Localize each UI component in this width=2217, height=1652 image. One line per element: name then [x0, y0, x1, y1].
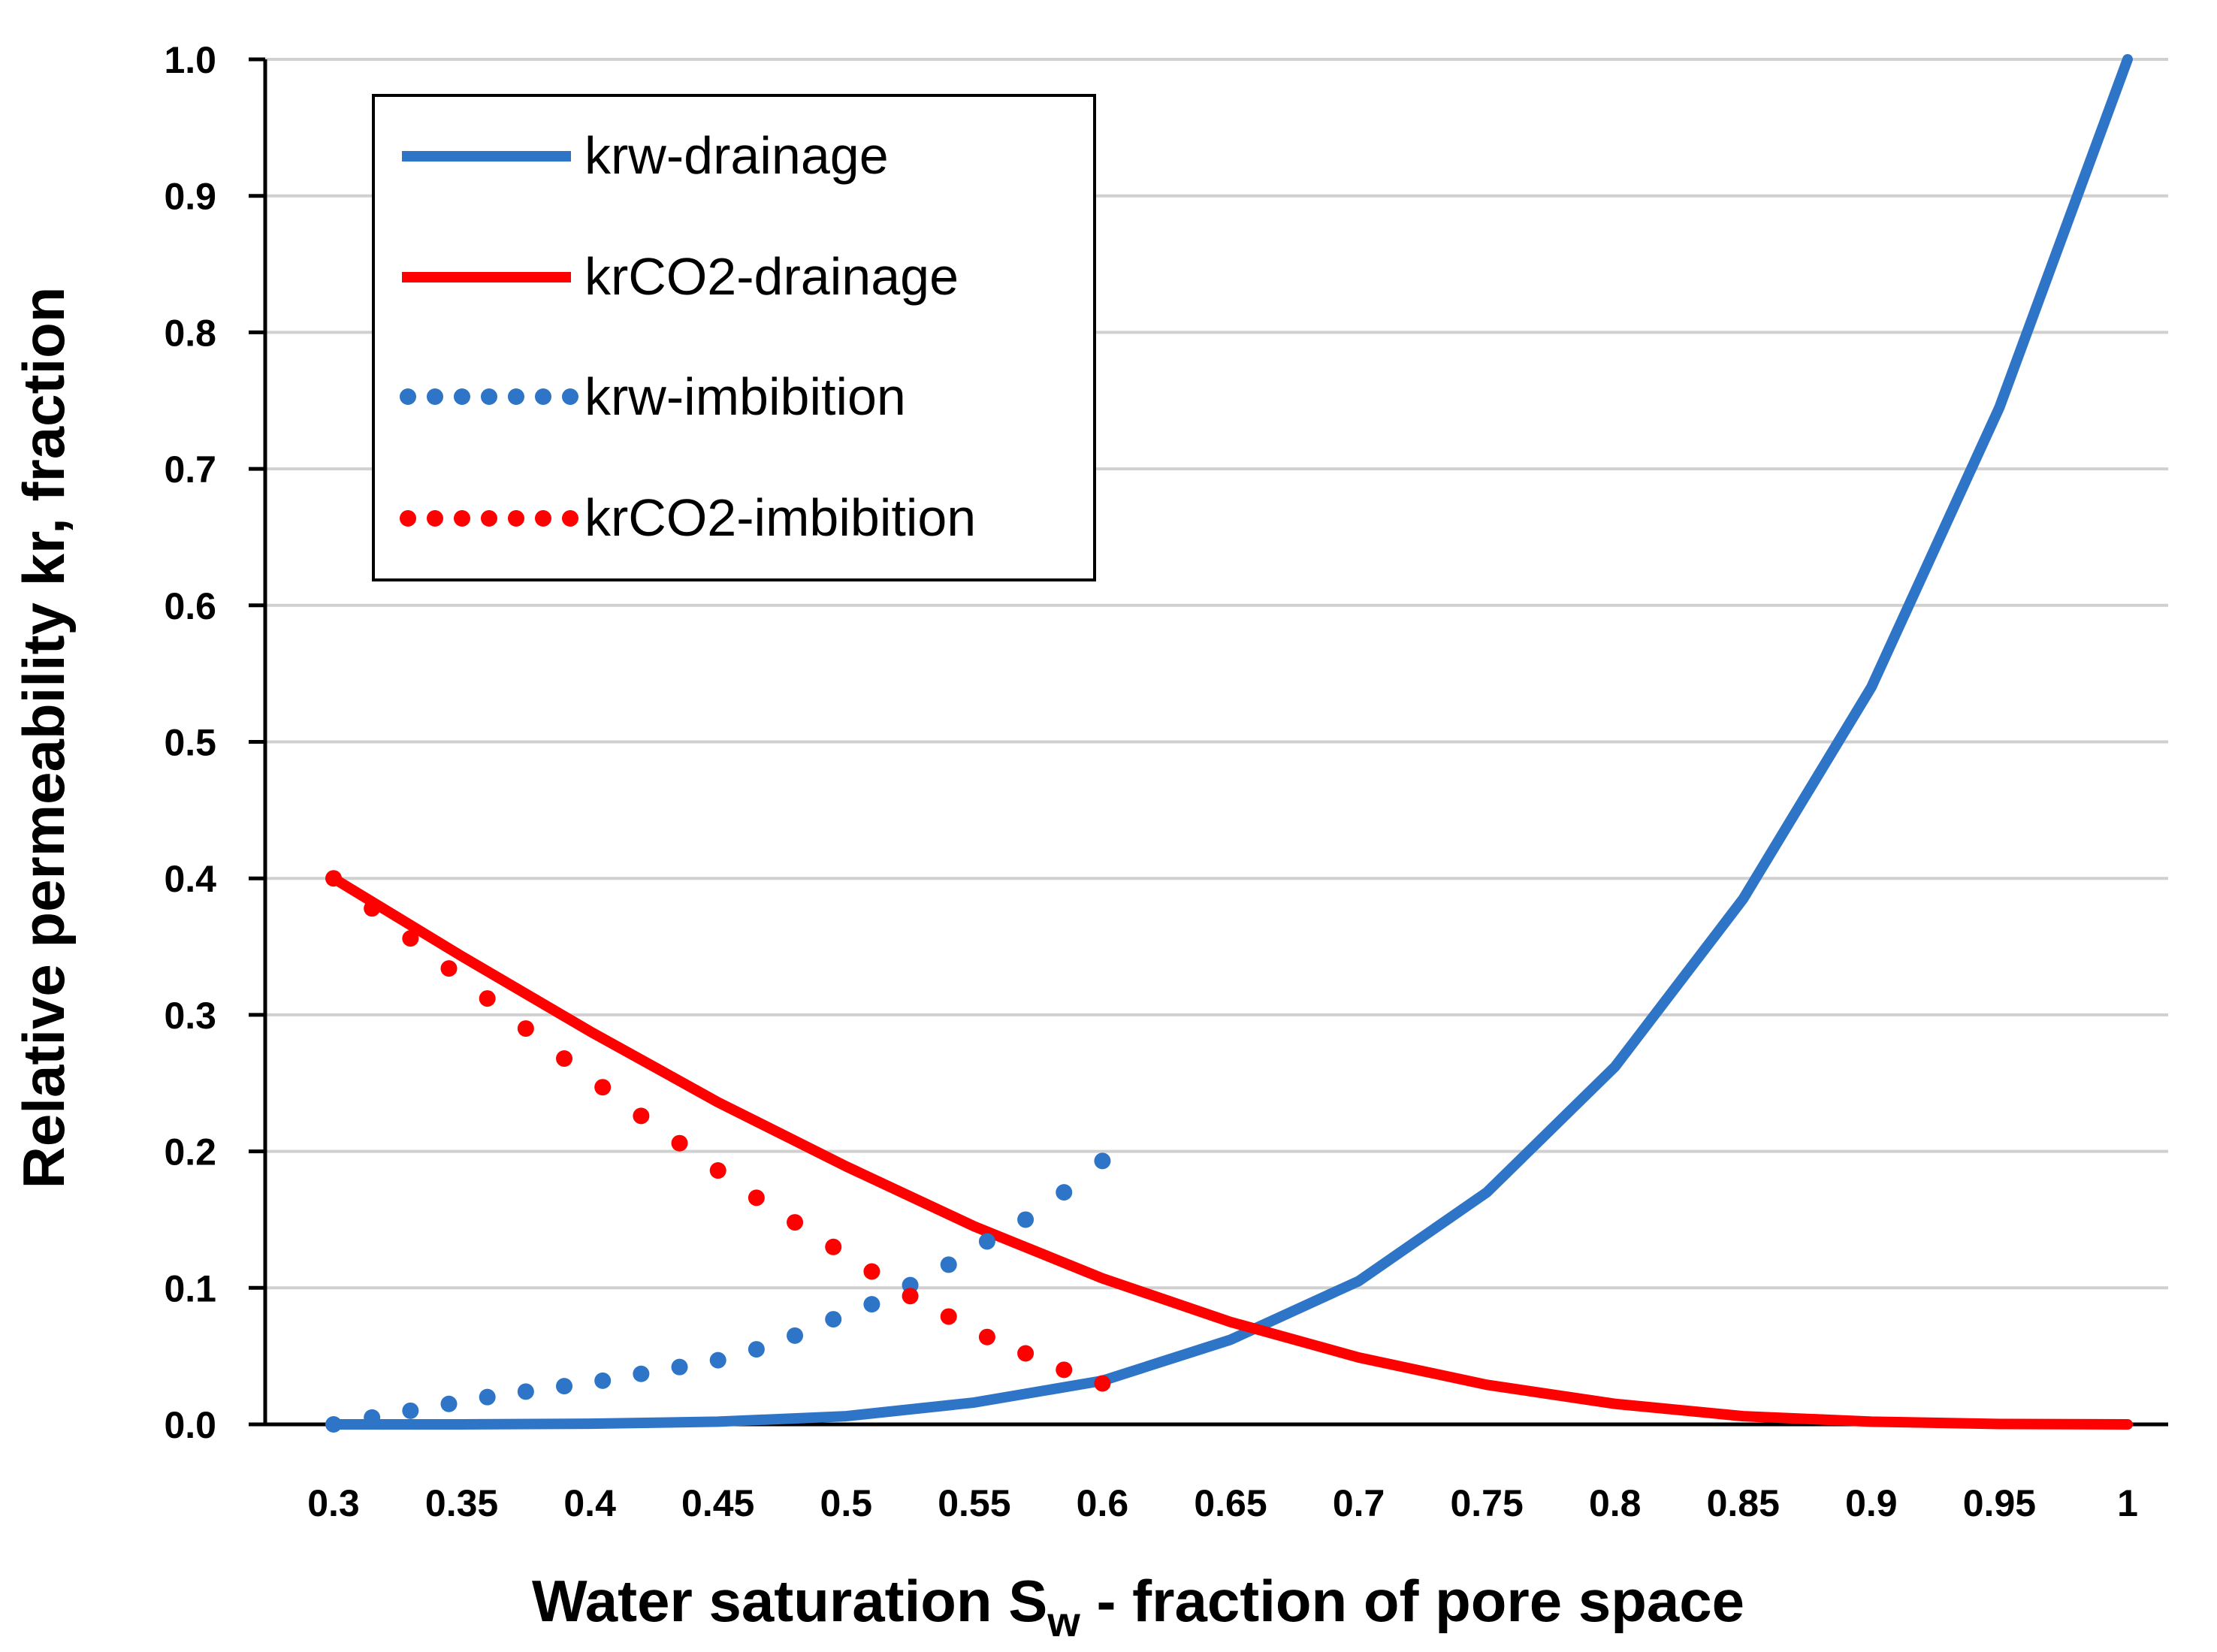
legend-entry-krw-imbibition: krw-imbibition: [400, 367, 906, 426]
point-krw-imbibition-12: [787, 1327, 804, 1344]
x-tick-label-0-45: 0.45: [681, 1482, 754, 1524]
y-tick-label-0-9: 0.9: [164, 176, 216, 218]
point-krw-imbibition-18: [1017, 1211, 1034, 1228]
x-tick-label-1: 1: [2117, 1482, 2138, 1524]
y-tick-label-0-5: 0.5: [164, 722, 216, 764]
point-krco2-imbibition-20: [1094, 1375, 1111, 1392]
y-tick-label-0-3: 0.3: [164, 995, 216, 1037]
y-axis-title: Relative permeability kr, fraction: [11, 287, 77, 1189]
point-krco2-imbibition-17: [978, 1328, 995, 1345]
x-axis-title-rest: - fraction of pore space: [1080, 1568, 1744, 1634]
point-krco2-imbibition-2: [402, 930, 419, 947]
legend-entry-krco2-drainage: krCO2-drainage: [402, 247, 959, 306]
series-line-krco2-drainage: [328, 873, 2133, 1430]
point-krco2-imbibition-19: [1056, 1361, 1073, 1379]
x-tick-label-0-65: 0.65: [1194, 1482, 1267, 1524]
y-tick-label-0-4: 0.4: [164, 858, 216, 900]
series-krco2-imbibition: [325, 870, 1111, 1392]
point-krco2-imbibition-16: [940, 1308, 957, 1325]
point-krco2-imbibition-7: [594, 1079, 612, 1096]
legend: krw-drainage krCO2-drainage krw-imbibiti…: [372, 94, 1096, 581]
point-krco2-imbibition-5: [517, 1020, 534, 1037]
x-tick-labels: 0.3 0.35 0.4 0.45 0.5 0.55 0.6 0.65 0.7 0.75 0.8 0.…: [307, 1482, 2138, 1524]
point-krco2-imbibition-12: [787, 1214, 804, 1231]
point-krw-imbibition-1: [364, 1409, 381, 1426]
point-krw-imbibition-16: [940, 1256, 957, 1273]
x-tick-label-0-8: 0.8: [1589, 1482, 1642, 1524]
point-krco2-imbibition-13: [825, 1238, 842, 1255]
y-tick-label-0-8: 0.8: [164, 312, 216, 354]
y-tick-labels: 0.0 0.1 0.2 0.3 0.4 0.5 0.6 0.7 0.8 0.9 1.0: [164, 39, 216, 1446]
point-krco2-imbibition-1: [364, 900, 381, 917]
point-krw-imbibition-2: [402, 1402, 419, 1419]
point-krco2-imbibition-14: [863, 1263, 880, 1280]
point-krw-imbibition-6: [556, 1378, 573, 1395]
point-krw-imbibition-14: [863, 1296, 880, 1313]
x-tick-label-0-9: 0.9: [1845, 1482, 1898, 1524]
point-krco2-imbibition-8: [633, 1107, 650, 1125]
legend-box: [372, 94, 1096, 581]
point-krw-imbibition-0: [325, 1416, 342, 1433]
point-krco2-imbibition-3: [440, 960, 458, 977]
legend-entry-krco2-imbibition: krCO2-imbibition: [400, 488, 976, 547]
legend-label-krco2-drainage: krCO2-drainage: [584, 247, 959, 306]
y-tick-label-0-0: 0.0: [164, 1404, 216, 1446]
point-krw-imbibition-10: [709, 1351, 726, 1369]
x-tick-label-0-4: 0.4: [563, 1482, 616, 1524]
x-tick-label-0-75: 0.75: [1450, 1482, 1523, 1524]
x-axis-title: Water saturation Sw - fraction of pore s…: [532, 1568, 1744, 1645]
point-krw-imbibition-17: [978, 1233, 995, 1250]
point-krw-imbibition-13: [825, 1311, 842, 1328]
legend-label-krw-drainage: krw-drainage: [584, 126, 889, 185]
point-krco2-imbibition-15: [902, 1288, 919, 1305]
series-krw-imbibition: [325, 1152, 1111, 1433]
point-krw-imbibition-19: [1056, 1184, 1073, 1201]
y-tick-label-0-6: 0.6: [164, 585, 216, 627]
x-tick-label-0-55: 0.55: [938, 1482, 1010, 1524]
point-krw-imbibition-3: [440, 1395, 458, 1412]
point-krw-imbibition-7: [594, 1372, 612, 1389]
point-krco2-imbibition-6: [556, 1050, 573, 1068]
y-tick-label-0-2: 0.2: [164, 1131, 216, 1173]
y-tick-label-1-0: 1.0: [164, 39, 216, 81]
legend-label-krw-imbibition: krw-imbibition: [584, 367, 906, 426]
point-krco2-imbibition-0: [325, 870, 342, 887]
x-tick-label-0-85: 0.85: [1707, 1482, 1780, 1524]
x-tick-label-0-5: 0.5: [820, 1482, 873, 1524]
legend-entry-krw-drainage: krw-drainage: [402, 126, 889, 185]
point-krw-imbibition-8: [633, 1365, 650, 1382]
x-tick-label-0-7: 0.7: [1333, 1482, 1385, 1524]
y-tick-label-0-7: 0.7: [164, 448, 216, 491]
point-krw-imbibition-4: [479, 1388, 496, 1406]
series-krw-drainage: [328, 54, 2133, 1430]
y-tick-label-0-1: 0.1: [164, 1267, 216, 1309]
x-tick-label-0-6: 0.6: [1077, 1482, 1129, 1524]
x-axis-title-subscript: w: [1047, 1598, 1080, 1645]
series-krco2-drainage: [328, 873, 2133, 1430]
point-krw-imbibition-9: [671, 1358, 688, 1376]
point-krw-imbibition-20: [1094, 1152, 1111, 1170]
point-krco2-imbibition-4: [479, 990, 496, 1007]
x-tick-label-0-3: 0.3: [307, 1482, 360, 1524]
x-tick-label-0-35: 0.35: [425, 1482, 498, 1524]
point-krco2-imbibition-18: [1017, 1345, 1034, 1362]
point-krco2-imbibition-10: [709, 1162, 726, 1179]
point-krco2-imbibition-11: [748, 1189, 765, 1207]
point-krw-imbibition-11: [748, 1341, 765, 1358]
x-tick-label-0-95: 0.95: [1963, 1482, 2036, 1524]
point-krw-imbibition-5: [517, 1383, 534, 1400]
x-axis-title-main: Water saturation S: [532, 1568, 1047, 1634]
point-krco2-imbibition-9: [671, 1134, 688, 1152]
plot-series: [325, 54, 2133, 1433]
legend-label-krco2-imbibition: krCO2-imbibition: [584, 488, 976, 547]
series-line-krw-drainage: [328, 54, 2133, 1430]
